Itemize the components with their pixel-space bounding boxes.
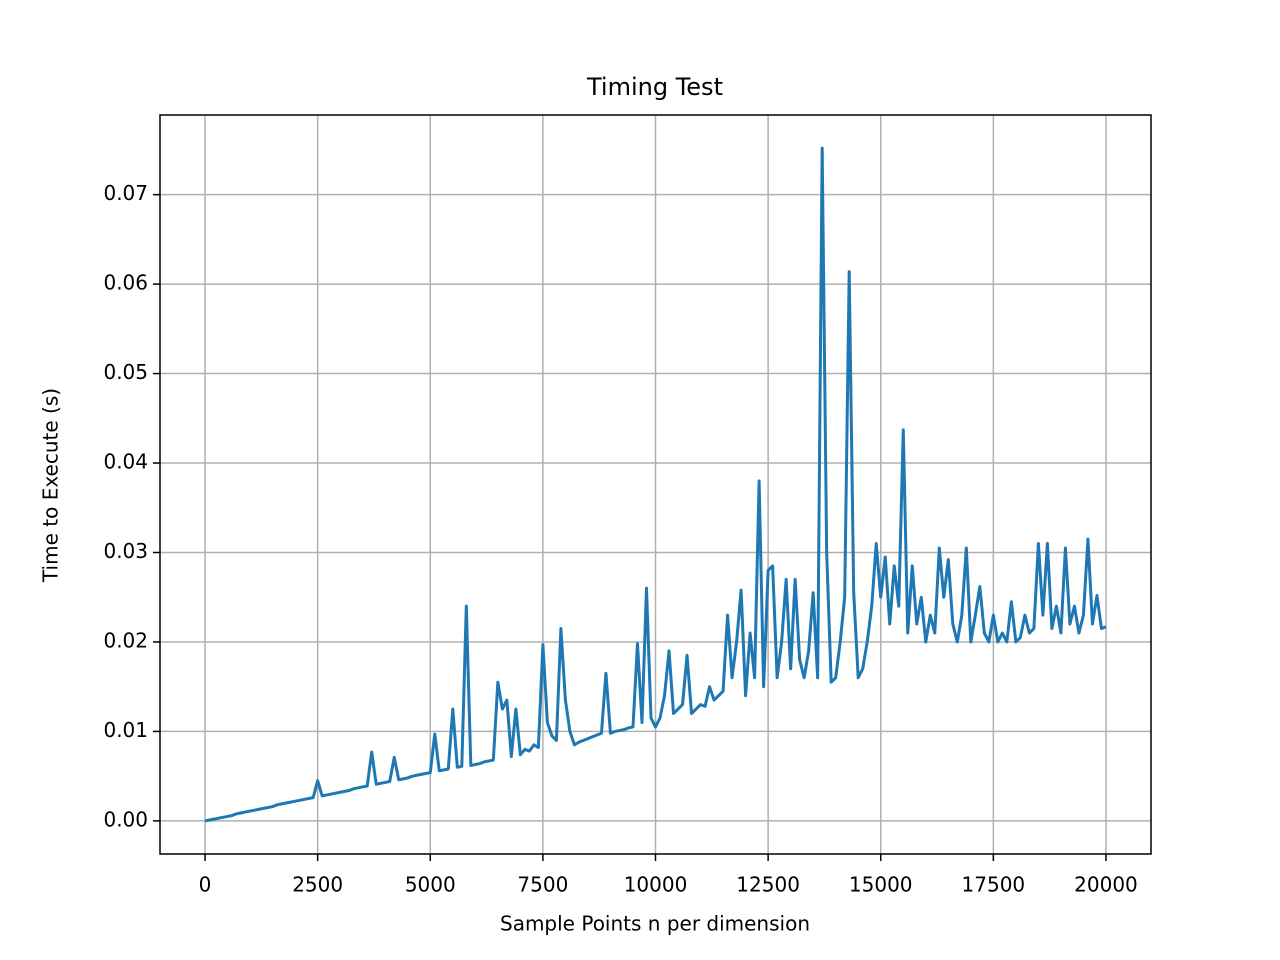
chart-title: Timing Test — [586, 73, 723, 101]
y-tick-label: 0.07 — [103, 181, 148, 205]
x-tick-label: 0 — [199, 873, 212, 897]
x-tick-label: 5000 — [405, 873, 456, 897]
x-axis-label: Sample Points n per dimension — [500, 912, 810, 936]
y-axis-label: Time to Execute (s) — [39, 388, 63, 583]
y-tick-label: 0.05 — [103, 360, 148, 384]
x-tick-label: 12500 — [736, 873, 800, 897]
y-tick-label: 0.06 — [103, 271, 148, 295]
data-line — [204, 146, 1107, 823]
x-tick-label: 2500 — [292, 873, 343, 897]
y-tick-label: 0.00 — [103, 807, 148, 831]
plot-frame — [159, 114, 1152, 855]
y-tick-label: 0.02 — [103, 628, 148, 652]
y-tick-label: 0.04 — [103, 450, 148, 474]
x-tick-label: 7500 — [517, 873, 568, 897]
y-tick-label: 0.01 — [103, 718, 148, 742]
x-tick-label: 20000 — [1074, 873, 1138, 897]
x-tick-label: 17500 — [962, 873, 1026, 897]
x-tick-label: 10000 — [624, 873, 688, 897]
x-tick-label: 15000 — [849, 873, 913, 897]
y-tick-label: 0.03 — [103, 539, 148, 563]
